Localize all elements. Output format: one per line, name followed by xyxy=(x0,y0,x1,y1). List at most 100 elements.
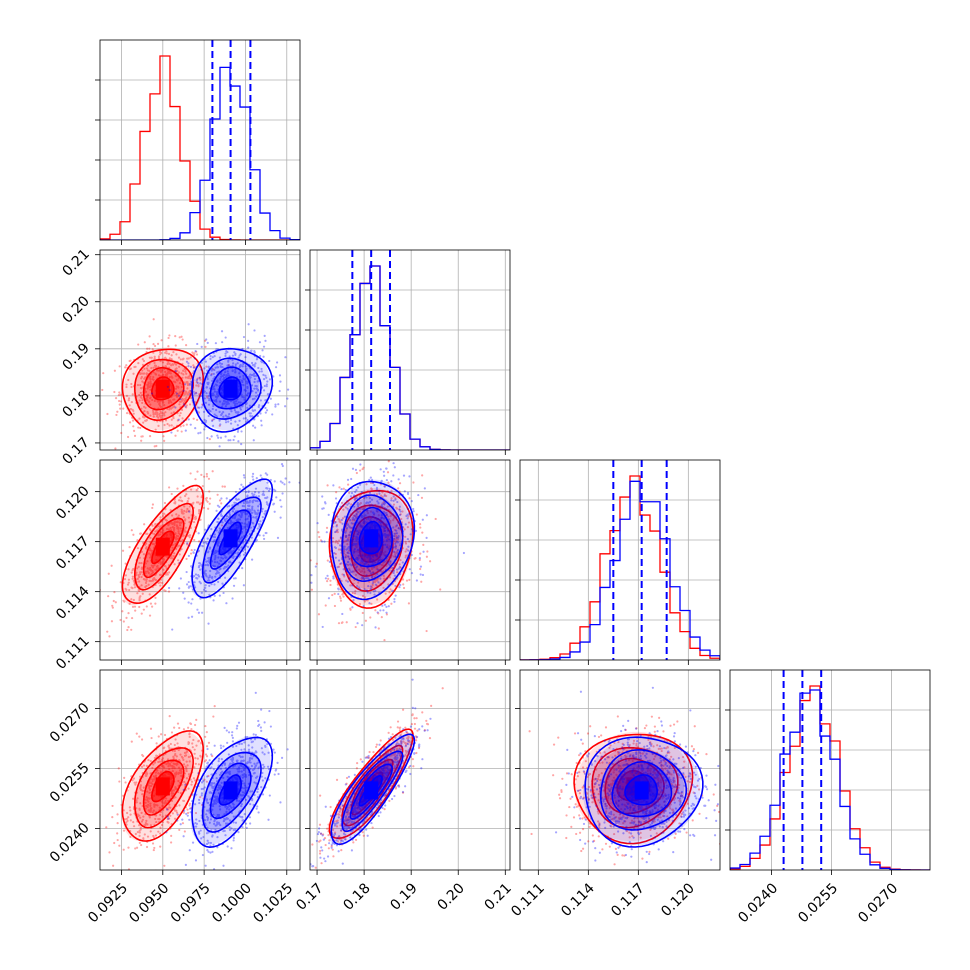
scatter-point xyxy=(395,551,398,554)
scatter-point xyxy=(146,396,149,399)
scatter-point xyxy=(154,373,158,376)
scatter-point xyxy=(284,405,287,408)
scatter-point xyxy=(179,496,182,499)
scatter-point xyxy=(214,383,217,386)
scatter-point xyxy=(245,523,249,526)
scatter-point xyxy=(225,497,228,500)
scatter-point xyxy=(154,522,157,526)
scatter-point xyxy=(186,542,189,545)
scatter-point xyxy=(140,843,143,847)
scatter-point xyxy=(146,364,149,367)
scatter-point xyxy=(359,524,362,527)
scatter-point xyxy=(259,474,262,477)
scatter-point xyxy=(168,424,171,427)
scatter-point xyxy=(159,826,162,829)
scatter-point xyxy=(373,561,376,564)
scatter-point xyxy=(260,360,263,363)
scatter-point xyxy=(187,383,190,386)
scatter-point xyxy=(232,556,235,559)
scatter-point xyxy=(408,578,411,581)
scatter-point xyxy=(156,369,159,372)
scatter-point xyxy=(147,552,150,555)
scatter-point xyxy=(175,763,178,766)
scatter-point xyxy=(135,732,138,735)
scatter-point xyxy=(188,382,192,386)
scatter-point xyxy=(197,740,200,743)
scatter-point xyxy=(172,411,176,414)
scatter-point xyxy=(333,592,336,595)
scatter-point xyxy=(257,491,260,494)
scatter-point xyxy=(345,526,349,530)
scatter-point xyxy=(220,785,223,788)
scatter-point xyxy=(178,759,181,762)
scatter-point xyxy=(184,530,187,533)
scatter-point xyxy=(388,538,391,541)
scatter-point xyxy=(246,392,250,395)
scatter-point xyxy=(147,583,150,586)
scatter-point xyxy=(193,366,196,369)
scatter-point xyxy=(365,483,368,486)
scatter-point xyxy=(106,630,109,633)
scatter-point xyxy=(179,400,182,404)
scatter-point xyxy=(277,403,280,406)
scatter-point xyxy=(181,822,185,825)
scatter-point xyxy=(380,479,383,482)
scatter-point xyxy=(217,517,220,520)
scatter-point xyxy=(177,530,180,533)
scatter-point xyxy=(224,556,227,559)
scatter-point xyxy=(225,565,228,569)
scatter-point xyxy=(153,775,156,778)
scatter-point xyxy=(394,547,397,550)
scatter-point xyxy=(140,561,143,565)
scatter-point xyxy=(394,555,397,559)
scatter-point xyxy=(350,477,353,481)
scatter-point xyxy=(406,491,410,494)
scatter-point xyxy=(110,564,113,567)
scatter-point xyxy=(142,608,145,611)
scatter-point xyxy=(275,496,278,499)
scatter-point xyxy=(161,804,164,808)
scatter-point xyxy=(419,565,423,568)
scatter-point xyxy=(149,579,153,583)
scatter-point xyxy=(211,393,214,396)
scatter-point xyxy=(240,546,243,549)
scatter-point xyxy=(168,571,171,574)
scatter-point xyxy=(240,536,244,539)
scatter-point xyxy=(382,502,386,505)
scatter-point xyxy=(333,551,336,555)
scatter-point xyxy=(238,548,241,551)
scatter-point xyxy=(213,535,217,539)
scatter-point xyxy=(393,600,396,603)
scatter-point xyxy=(188,374,191,378)
scatter-point xyxy=(114,397,118,400)
scatter-point xyxy=(135,571,138,574)
scatter-point xyxy=(169,399,172,402)
scatter-point xyxy=(222,399,226,403)
scatter-point xyxy=(353,547,356,551)
scatter-point xyxy=(208,399,211,402)
scatter-point xyxy=(361,525,364,528)
scatter-point xyxy=(158,369,161,372)
scatter-point xyxy=(381,521,384,524)
scatter-point xyxy=(167,765,170,768)
scatter-point xyxy=(236,423,239,427)
scatter-point xyxy=(218,568,221,571)
scatter-point xyxy=(250,757,253,760)
scatter-point xyxy=(184,751,188,754)
scatter-point xyxy=(227,360,230,363)
scatter-point xyxy=(224,352,227,355)
scatter-point xyxy=(359,463,362,466)
scatter-point xyxy=(150,392,154,395)
scatter-point xyxy=(462,551,466,555)
scatter-point xyxy=(258,534,261,537)
scatter-point xyxy=(346,551,349,554)
scatter-point xyxy=(171,767,174,770)
scatter-point xyxy=(215,380,218,383)
scatter-point xyxy=(264,496,267,500)
scatter-point xyxy=(258,341,262,344)
scatter-point xyxy=(391,567,395,570)
scatter-point xyxy=(398,508,401,511)
scatter-point xyxy=(180,521,183,524)
scatter-point xyxy=(410,499,413,503)
scatter-point xyxy=(186,381,189,384)
